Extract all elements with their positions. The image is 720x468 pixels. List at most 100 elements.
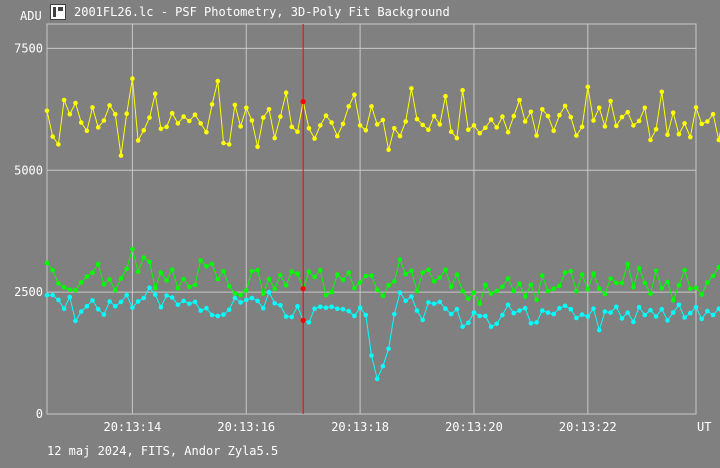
- data-point: [488, 324, 494, 330]
- plot-frame: [46, 23, 697, 415]
- data-point: [608, 276, 613, 281]
- data-point: [540, 273, 545, 278]
- data-point: [614, 123, 619, 129]
- cursor-marker: [300, 286, 306, 292]
- data-point: [232, 291, 238, 296]
- data-point: [113, 287, 118, 293]
- data-point: [124, 266, 129, 272]
- data-point: [682, 121, 687, 126]
- data-point: [118, 153, 124, 158]
- data-point: [278, 114, 283, 119]
- data-point: [244, 105, 249, 111]
- data-point: [84, 128, 90, 134]
- data-point: [130, 305, 135, 311]
- data-point: [266, 289, 272, 295]
- data-point: [591, 306, 596, 312]
- data-point: [261, 291, 266, 296]
- data-point: [665, 132, 670, 137]
- data-point: [409, 86, 414, 91]
- data-point: [67, 294, 73, 300]
- data-point: [693, 285, 699, 291]
- data-point: [596, 105, 602, 111]
- data-point: [409, 268, 414, 274]
- data-point: [648, 137, 653, 143]
- data-point: [505, 129, 511, 135]
- data-point: [169, 110, 175, 116]
- data-point: [147, 259, 152, 265]
- data-point: [392, 126, 397, 131]
- data-point: [665, 279, 670, 285]
- data-point: [306, 126, 312, 131]
- data-point: [454, 306, 460, 312]
- data-point: [340, 121, 346, 127]
- data-point: [295, 271, 300, 276]
- data-point: [352, 92, 357, 97]
- data-point: [169, 295, 175, 300]
- data-point: [56, 281, 61, 286]
- data-point: [198, 121, 203, 126]
- data-point: [221, 140, 226, 146]
- data-point: [403, 298, 409, 304]
- data-point: [50, 292, 55, 298]
- data-point: [653, 127, 659, 132]
- data-point: [135, 269, 141, 274]
- data-point: [261, 305, 266, 311]
- data-point: [255, 144, 260, 150]
- data-point: [562, 303, 568, 309]
- series-line: [47, 286, 720, 381]
- series-1: [44, 76, 720, 158]
- data-point: [693, 304, 699, 310]
- data-point: [84, 304, 90, 309]
- data-point: [283, 314, 289, 319]
- data-point: [596, 327, 602, 333]
- series-layer: [44, 76, 720, 382]
- series-2: [44, 246, 720, 307]
- data-point: [329, 120, 334, 125]
- data-point: [619, 114, 625, 120]
- data-point: [118, 299, 124, 305]
- data-point: [164, 124, 169, 130]
- data-point: [562, 270, 568, 275]
- data-point: [181, 276, 186, 282]
- data-point: [688, 134, 693, 140]
- data-point: [471, 290, 477, 295]
- data-point: [670, 310, 676, 315]
- data-point: [676, 283, 682, 288]
- data-point: [323, 113, 329, 118]
- data-point: [437, 122, 443, 127]
- data-point: [147, 115, 152, 120]
- data-point: [551, 311, 556, 317]
- data-point: [494, 288, 500, 294]
- data-point: [517, 281, 522, 287]
- data-point: [295, 129, 300, 134]
- data-point: [471, 123, 477, 128]
- data-point: [130, 246, 135, 252]
- data-point: [591, 271, 596, 276]
- data-point: [636, 304, 642, 310]
- data-point: [175, 121, 181, 126]
- data-point: [113, 111, 118, 117]
- data-point: [420, 317, 426, 323]
- data-point: [135, 138, 141, 143]
- data-point: [602, 124, 608, 129]
- data-point: [619, 280, 625, 286]
- data-point: [710, 312, 716, 318]
- data-point: [670, 298, 676, 303]
- data-point: [374, 287, 380, 293]
- data-point: [107, 299, 112, 304]
- data-point: [346, 308, 352, 314]
- data-point: [289, 124, 295, 130]
- data-point: [118, 276, 124, 281]
- data-point: [494, 125, 500, 130]
- data-point: [323, 292, 329, 298]
- data-point: [272, 135, 278, 141]
- data-point: [631, 285, 636, 290]
- data-point: [352, 313, 357, 319]
- data-point: [682, 315, 687, 320]
- data-point: [420, 270, 426, 275]
- data-point: [414, 288, 420, 294]
- data-point: [340, 306, 346, 312]
- data-point: [522, 294, 528, 299]
- data-point: [591, 118, 596, 123]
- data-point: [705, 119, 710, 124]
